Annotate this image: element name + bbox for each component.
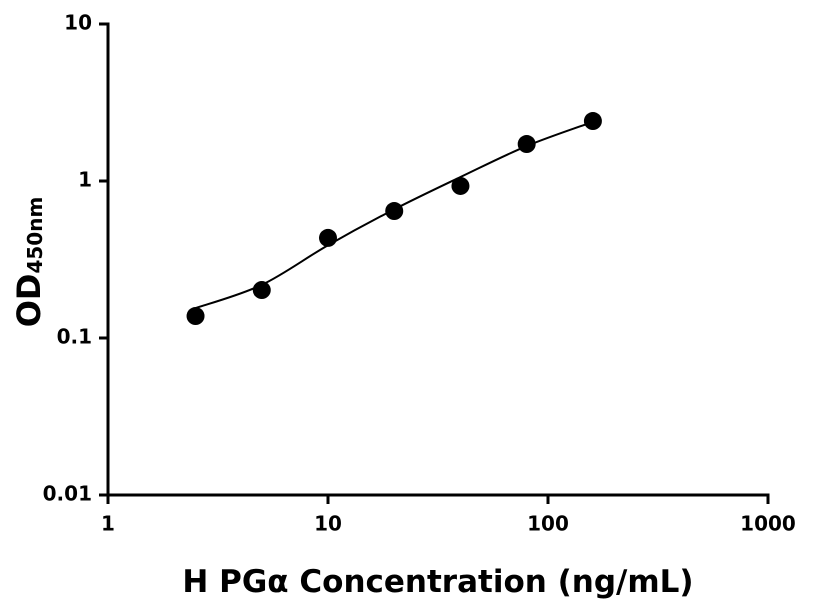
x-tick-label: 100: [527, 512, 569, 536]
y-axis-label-main: OD: [10, 274, 48, 328]
data-point: [385, 202, 404, 221]
x-axis-label: H PGα Concentration (ng/mL): [182, 564, 693, 600]
fit-curve: [195, 120, 594, 310]
data-point: [252, 281, 271, 300]
y-tick-label: 0.1: [57, 325, 92, 349]
y-axis-label: OD450nm: [10, 197, 48, 328]
data-point: [451, 176, 470, 195]
y-tick-label: 0.01: [43, 482, 92, 506]
y-tick-label: 10: [64, 11, 92, 35]
data-point: [186, 307, 205, 326]
x-tick-label: 1: [101, 512, 115, 536]
x-tick-label: 1000: [740, 512, 796, 536]
y-axis-label-subscript: 450nm: [23, 197, 47, 274]
y-tick-label: 1: [78, 168, 92, 192]
x-tick-label: 10: [314, 512, 342, 536]
data-point: [583, 112, 602, 131]
